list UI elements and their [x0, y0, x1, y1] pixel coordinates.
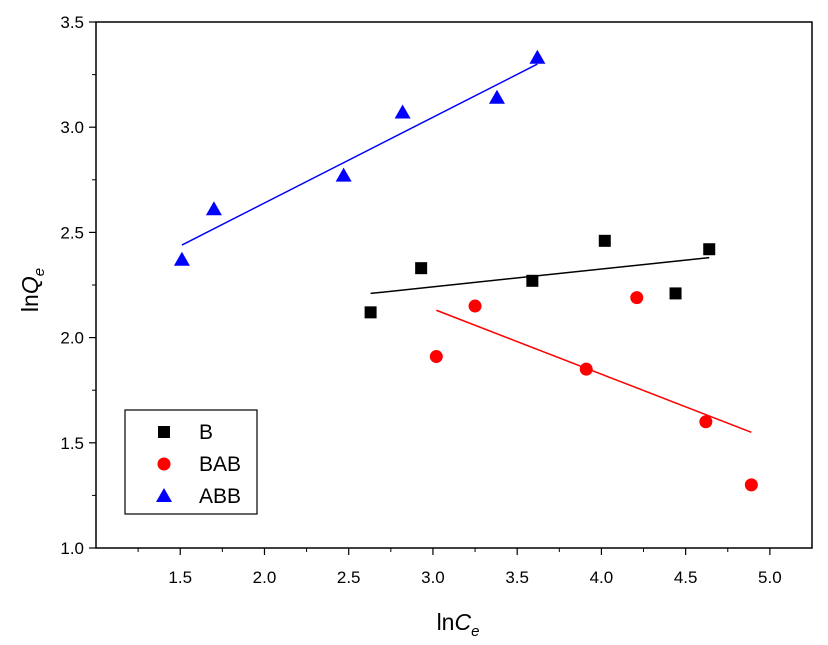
y-axis-label: lnQe — [17, 268, 48, 312]
data-points — [173, 49, 758, 492]
data-point-abb — [394, 104, 411, 119]
y-tick-labels: 1.0 1.5 2.0 2.5 3.0 3.5 — [60, 13, 84, 558]
legend: B BAB ABB — [124, 409, 258, 515]
x-tick-label: 4.0 — [590, 568, 614, 587]
y-tick-label: 1.5 — [60, 434, 84, 453]
legend-marker-bab — [157, 457, 171, 471]
x-tick-labels: 1.5 2.0 2.5 3.0 3.5 4.0 4.5 5.0 — [168, 568, 781, 587]
y-tick-label: 1.0 — [60, 539, 84, 558]
data-point-b — [669, 287, 682, 300]
x-axis-label: lnCe — [437, 609, 480, 640]
fit-line-abb — [181, 63, 538, 246]
y-tick-label: 2.5 — [60, 223, 84, 242]
y-tick-label: 3.5 — [60, 13, 84, 32]
data-point-b — [415, 262, 428, 275]
legend-label-b: B — [199, 421, 213, 444]
x-tick-label: 2.5 — [337, 568, 361, 587]
x-tick-label: 3.0 — [421, 568, 445, 587]
x-tick-label: 4.5 — [674, 568, 698, 587]
data-point-bab — [699, 415, 713, 429]
data-point-bab — [579, 362, 593, 376]
data-point-b — [364, 306, 377, 319]
x-tick-label: 2.0 — [253, 568, 277, 587]
data-point-abb — [173, 251, 190, 266]
data-point-bab — [468, 299, 482, 313]
data-point-abb — [205, 201, 222, 216]
legend-items: B BAB ABB — [156, 421, 241, 508]
data-point-abb — [488, 89, 505, 104]
data-point-b — [703, 243, 716, 256]
legend-box — [124, 409, 258, 515]
x-tick-label: 1.5 — [168, 568, 192, 587]
legend-label-abb: ABB — [199, 485, 241, 508]
x-tick-label: 3.5 — [505, 568, 529, 587]
data-point-abb — [335, 167, 352, 182]
data-point-bab — [744, 478, 758, 492]
data-point-bab — [630, 291, 644, 305]
legend-marker-abb — [156, 488, 172, 502]
y-tick-label: 2.0 — [60, 329, 84, 348]
x-tick-label: 5.0 — [758, 568, 782, 587]
data-point-abb — [529, 49, 546, 64]
legend-marker-b — [158, 426, 170, 438]
y-tick-label: 3.0 — [60, 118, 84, 137]
data-point-b — [598, 234, 611, 247]
data-point-bab — [429, 350, 443, 364]
tick-marks — [89, 21, 771, 555]
fit-line-bab — [436, 309, 752, 433]
data-point-b — [526, 274, 539, 287]
fit-line-b — [370, 256, 710, 295]
legend-label-bab: BAB — [199, 453, 241, 476]
fit-lines — [181, 63, 752, 433]
